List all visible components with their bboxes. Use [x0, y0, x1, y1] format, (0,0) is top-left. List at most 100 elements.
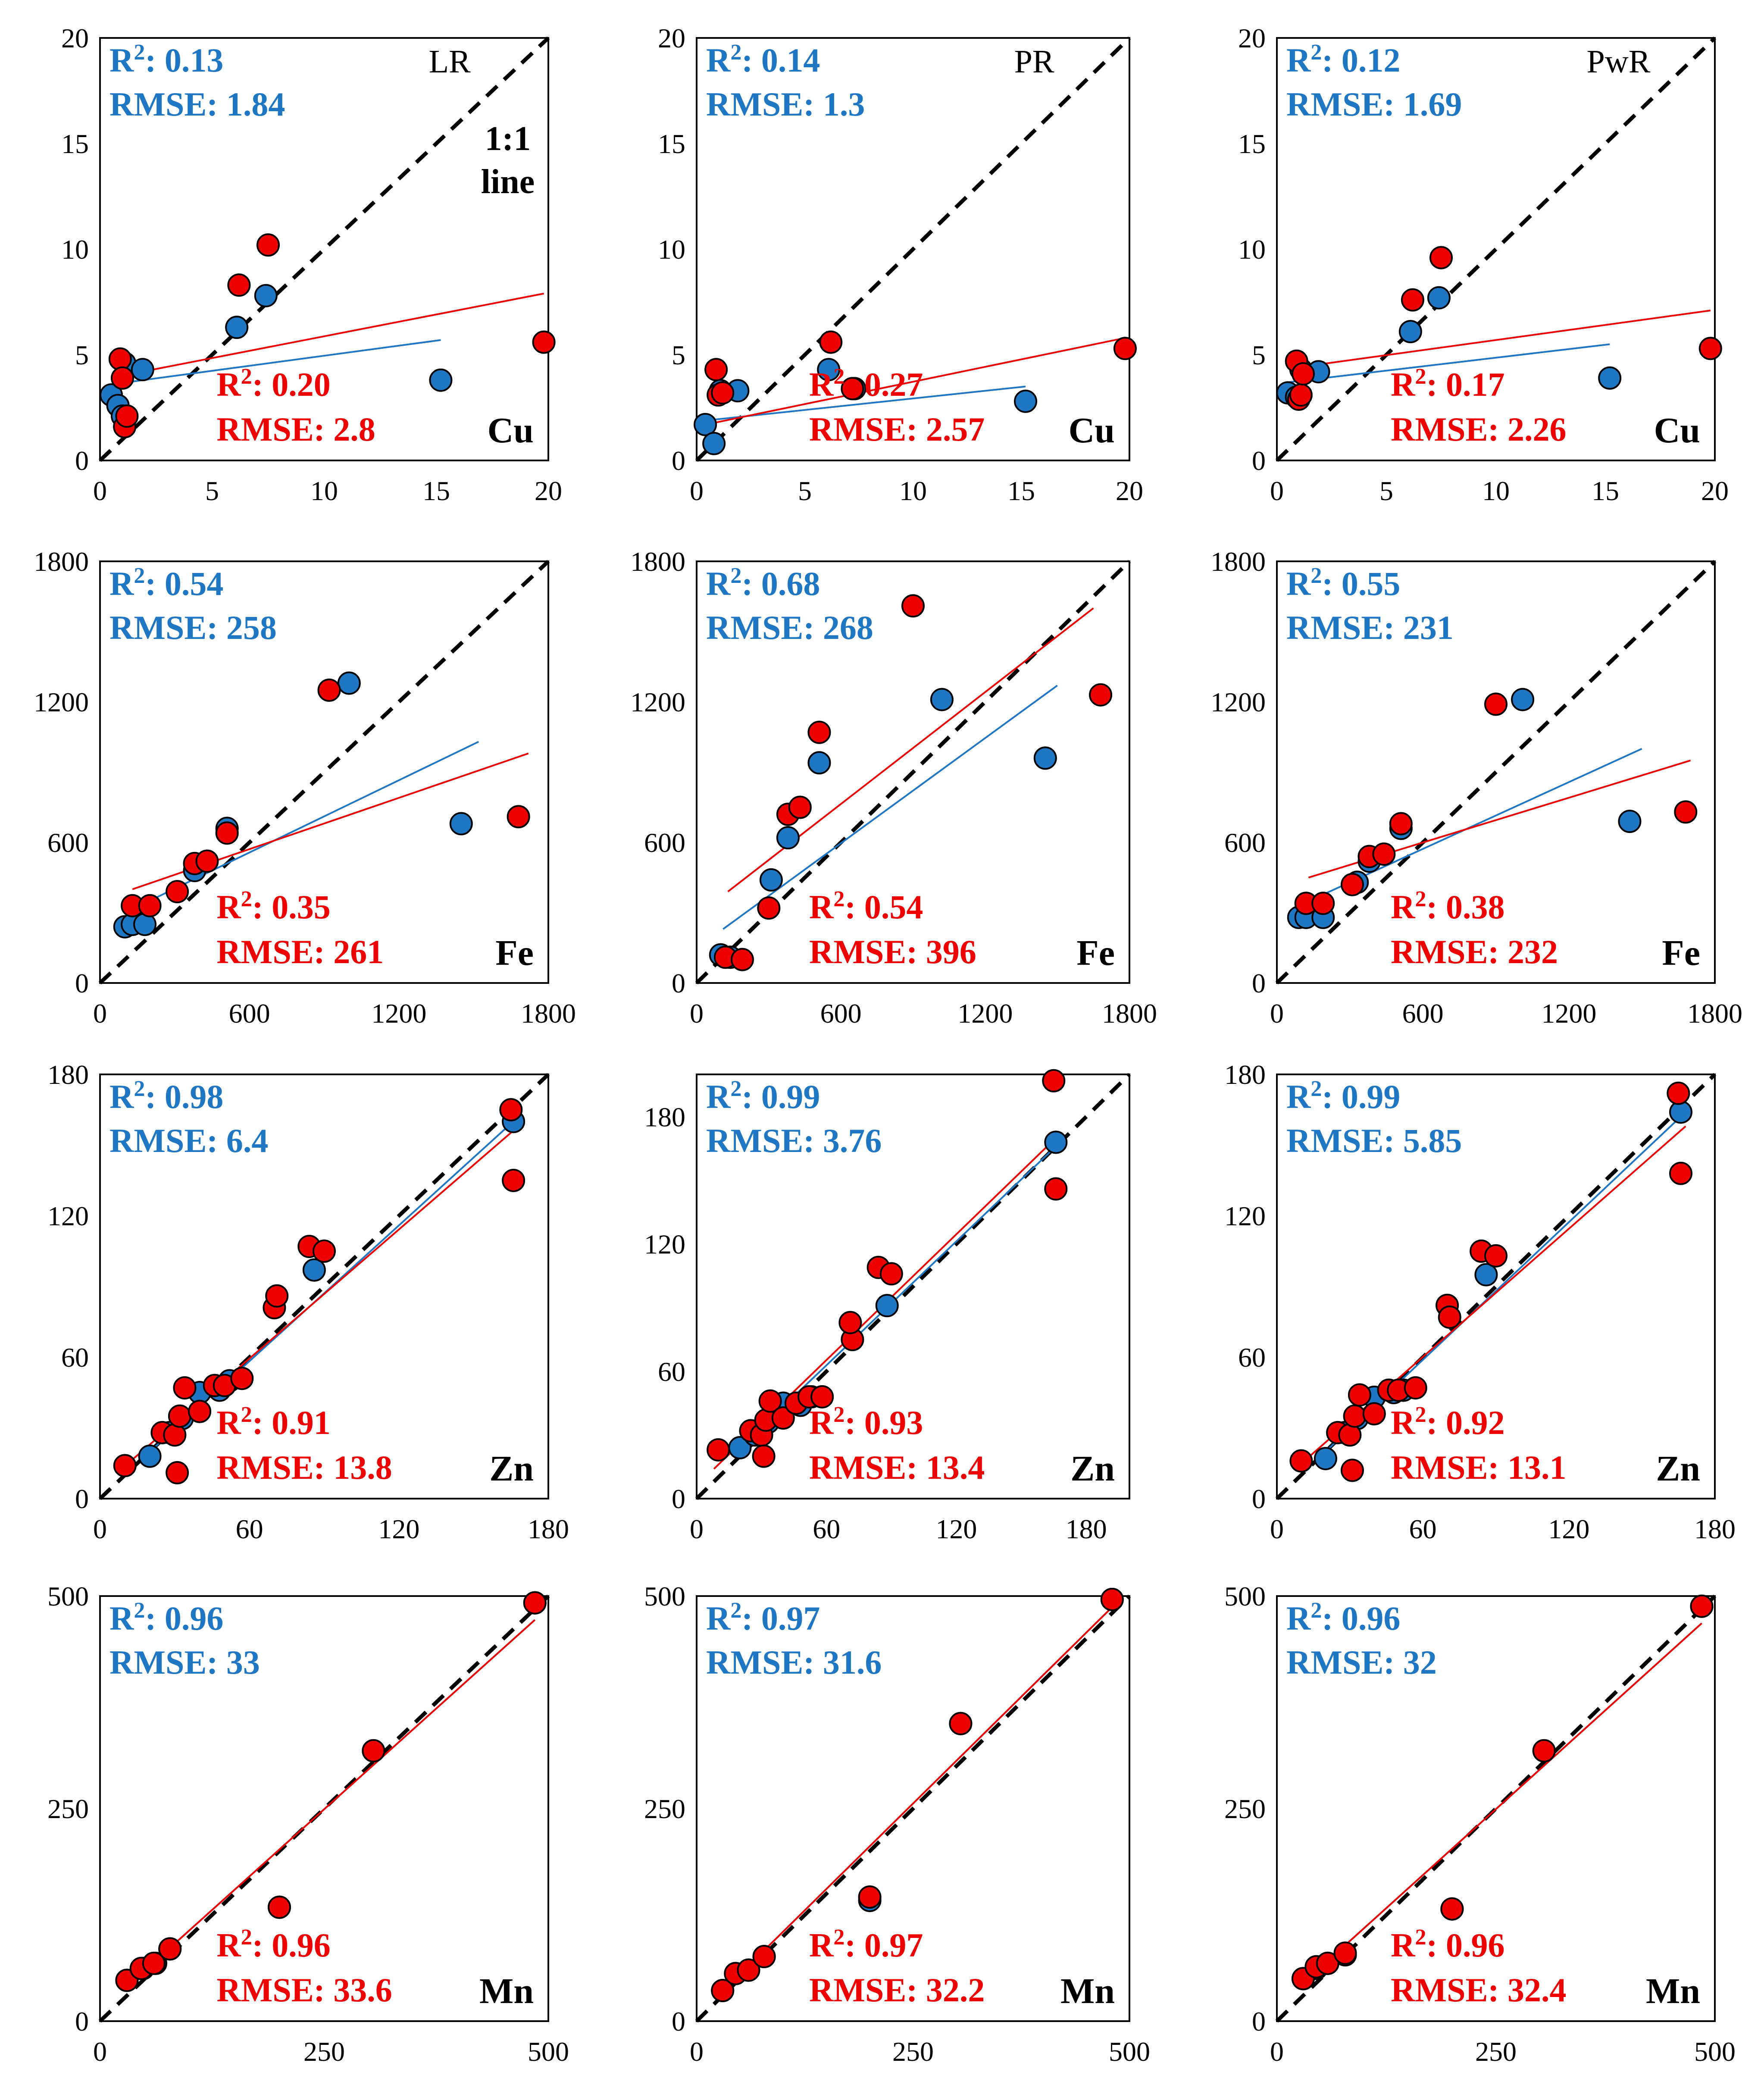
blue-rmse-label: RMSE: 5.85: [1286, 1122, 1462, 1159]
x-tick-label: 600: [820, 998, 862, 1029]
x-tick-label: 180: [1694, 1514, 1736, 1544]
red-r2-label: R2: 0.38: [1391, 887, 1504, 926]
data-point-red: [227, 273, 251, 297]
data-point-red: [108, 347, 132, 371]
data-point-red: [858, 1885, 882, 1909]
blue-rmse-label: RMSE: 1.69: [1286, 85, 1462, 123]
data-point-red: [711, 381, 735, 405]
data-point-blue: [694, 413, 717, 436]
data-point-red: [1438, 1305, 1461, 1329]
y-tick-label: 500: [47, 1581, 89, 1612]
data-point-red: [1669, 1161, 1692, 1185]
data-point-red: [771, 1406, 795, 1430]
blue-r2-label: R2: 0.98: [109, 1077, 223, 1116]
x-tick-label: 0: [93, 1514, 107, 1544]
data-point-red: [1100, 1587, 1124, 1611]
x-tick-label: 0: [1270, 1514, 1284, 1544]
element-label: Zn: [1070, 1449, 1115, 1489]
y-tick-label: 0: [75, 2006, 89, 2037]
plot-frame: [696, 560, 1130, 984]
red-r2-label: R2: 0.17: [1391, 364, 1504, 404]
data-point-red: [507, 805, 530, 829]
red-rmse-label: RMSE: 33.6: [216, 1971, 392, 2009]
data-point-blue: [337, 671, 361, 695]
y-tick-label: 60: [1238, 1342, 1266, 1373]
data-point-red: [532, 330, 556, 354]
data-point-red: [1532, 1739, 1556, 1762]
one-to-one-line: [98, 560, 550, 985]
data-point-red: [502, 1169, 525, 1192]
blue-r2-label: R2: 0.68: [706, 563, 820, 603]
y-tick-label: 0: [1252, 2006, 1266, 2037]
model-label: PwR: [1587, 44, 1651, 80]
fit-line-red: [1296, 310, 1711, 369]
blue-rmse-label: RMSE: 33: [109, 1643, 260, 1681]
data-point-red: [1401, 288, 1424, 312]
data-point-blue: [1474, 1263, 1498, 1287]
data-point-red: [1389, 812, 1413, 836]
data-point-red: [1316, 1951, 1339, 1975]
data-point-blue: [131, 358, 154, 382]
data-point-red: [737, 1958, 760, 1982]
x-tick-label: 0: [1270, 476, 1284, 506]
panel-mn-lr: 0 250 500 0 250 500 R2: 0.96 RMSE: 33 R2: 0.96 RM…: [47, 1581, 569, 2067]
panel-mn-pwr: 0 250 500 0 250 500 R2: 0.96 RMSE: 32 R2: 0.96 RM…: [1224, 1581, 1736, 2067]
red-rmse-label: RMSE: 232: [1391, 933, 1558, 970]
y-tick-label: 1200: [630, 687, 685, 717]
panel-mn-pr: 0 250 500 0 250 500 R2: 0.97 RMSE: 31.6 R2: 0.97…: [644, 1581, 1150, 2067]
model-label: PR: [1014, 44, 1054, 80]
data-point-red: [1289, 383, 1313, 407]
fit-line-red: [120, 292, 544, 377]
red-rmse-label: RMSE: 2.26: [1391, 410, 1566, 448]
element-label: Mn: [1646, 1971, 1700, 2011]
y-tick-label: 60: [61, 1342, 89, 1373]
data-point-red: [838, 1311, 862, 1334]
data-point-red: [1484, 1244, 1508, 1268]
data-point-red: [1440, 1897, 1464, 1921]
blue-r2-label: R2: 0.99: [706, 1077, 820, 1116]
data-point-red: [168, 1404, 191, 1428]
one-to-one-note: 1:1: [485, 120, 531, 158]
plot-frame: [696, 1074, 1130, 1499]
data-point-red: [730, 948, 754, 971]
data-point-red: [1667, 1081, 1690, 1105]
blue-rmse-label: RMSE: 6.4: [109, 1122, 268, 1159]
data-point-red: [1372, 842, 1396, 866]
element-label: Fe: [1076, 933, 1115, 973]
y-tick-label: 5: [672, 340, 685, 370]
data-point-red: [807, 720, 831, 744]
y-tick-label: 1200: [1210, 687, 1266, 717]
x-tick-label: 120: [378, 1514, 419, 1544]
data-point-red: [142, 1951, 166, 1975]
y-tick-label: 0: [672, 445, 685, 476]
data-point-blue: [1618, 810, 1642, 833]
x-tick-label: 5: [1379, 476, 1393, 506]
one-to-one-line: [695, 36, 1131, 462]
y-tick-label: 60: [658, 1356, 685, 1387]
plot-frame: [696, 37, 1130, 461]
y-tick-label: 5: [1252, 340, 1266, 370]
x-tick-label: 0: [690, 2036, 704, 2067]
blue-rmse-label: RMSE: 32: [1286, 1643, 1437, 1681]
red-r2-label: R2: 0.91: [216, 1402, 330, 1442]
one-to-one-line: [1275, 560, 1717, 985]
data-point-blue: [1598, 366, 1622, 390]
y-tick-label: 10: [1238, 234, 1266, 265]
y-tick-label: 15: [658, 128, 685, 159]
data-point-red: [499, 1098, 523, 1121]
data-point-blue: [807, 751, 831, 775]
blue-rmse-label: RMSE: 268: [706, 609, 873, 646]
data-point-red: [810, 1385, 834, 1409]
data-point-blue: [254, 284, 278, 307]
data-point-blue: [817, 358, 841, 382]
fit-line-red: [122, 1619, 536, 1991]
fit-line-red: [717, 1602, 1117, 1997]
y-tick-label: 1200: [34, 687, 89, 717]
x-tick-label: 0: [690, 1514, 704, 1544]
x-tick-label: 1200: [1541, 998, 1596, 1029]
data-point-blue: [449, 812, 473, 836]
y-tick-label: 0: [75, 445, 89, 476]
panel-fe-pwr: 0 600 1200 1800 0 600 1200 1800 R2: 0.55 RMSE: 23…: [1210, 546, 1742, 1029]
blue-rmse-label: RMSE: 1.3: [706, 85, 865, 123]
